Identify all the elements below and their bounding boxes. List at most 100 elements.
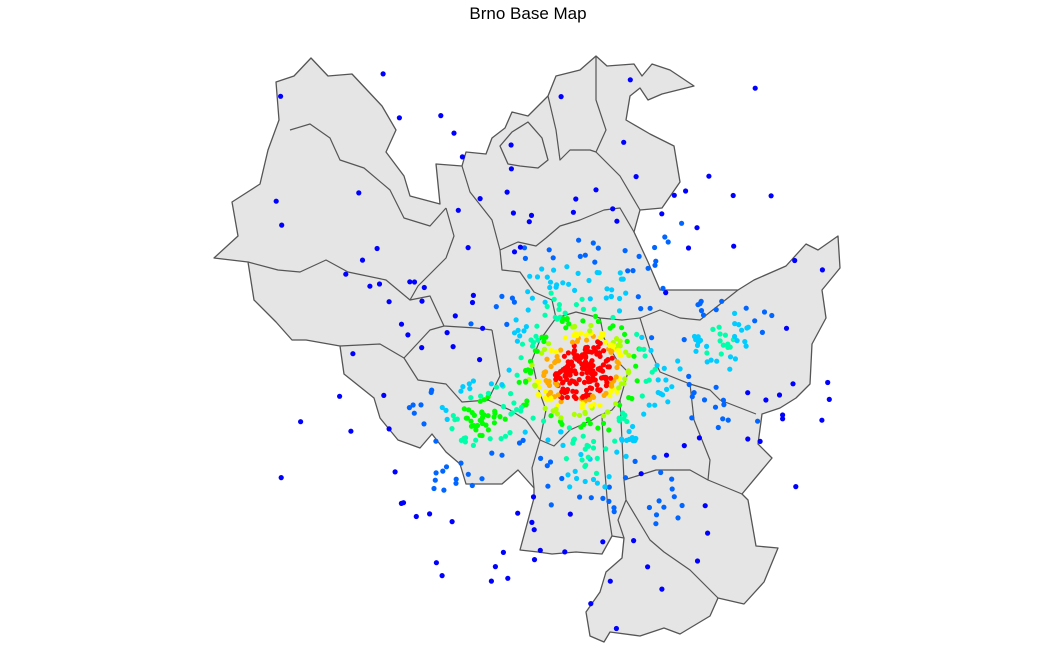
data-point bbox=[529, 343, 536, 349]
data-point bbox=[686, 373, 692, 379]
data-point bbox=[348, 428, 354, 434]
data-point bbox=[698, 308, 705, 314]
data-point bbox=[367, 283, 373, 289]
data-point bbox=[600, 495, 606, 501]
data-point bbox=[555, 370, 562, 377]
data-point bbox=[587, 421, 593, 427]
data-point bbox=[542, 395, 548, 401]
data-point bbox=[742, 339, 748, 345]
data-point bbox=[594, 382, 600, 388]
data-point bbox=[551, 267, 557, 273]
data-point bbox=[669, 384, 675, 390]
data-point bbox=[471, 412, 477, 418]
data-point bbox=[553, 284, 559, 290]
data-point bbox=[509, 295, 515, 301]
data-point bbox=[392, 469, 398, 475]
data-point bbox=[516, 440, 523, 446]
data-point bbox=[685, 245, 692, 251]
data-point bbox=[613, 374, 619, 380]
data-point bbox=[562, 373, 568, 379]
data-point bbox=[624, 418, 630, 425]
data-point bbox=[612, 438, 618, 444]
data-point bbox=[527, 273, 533, 279]
data-point bbox=[376, 281, 383, 287]
data-point bbox=[572, 287, 578, 293]
data-point bbox=[618, 353, 624, 359]
data-point bbox=[511, 249, 518, 255]
data-point bbox=[466, 381, 472, 387]
data-point bbox=[521, 245, 528, 251]
data-point bbox=[606, 474, 612, 480]
data-point bbox=[665, 399, 671, 405]
data-point bbox=[531, 557, 538, 563]
data-point bbox=[579, 296, 585, 302]
data-point bbox=[556, 302, 563, 308]
data-point bbox=[595, 245, 601, 251]
data-point bbox=[468, 418, 474, 424]
data-point bbox=[622, 331, 628, 337]
data-point bbox=[526, 219, 532, 225]
data-point bbox=[732, 333, 738, 340]
data-point bbox=[757, 438, 763, 444]
data-point bbox=[752, 85, 758, 91]
data-point bbox=[615, 347, 621, 353]
data-point bbox=[343, 271, 349, 277]
data-point bbox=[560, 380, 566, 386]
data-point bbox=[548, 290, 554, 296]
data-point bbox=[523, 379, 529, 385]
data-point bbox=[652, 244, 658, 251]
data-point bbox=[576, 377, 582, 383]
data-point bbox=[590, 368, 596, 374]
data-point bbox=[583, 332, 590, 338]
data-point bbox=[681, 337, 687, 343]
data-point bbox=[444, 416, 450, 422]
data-point bbox=[732, 310, 738, 316]
data-point bbox=[546, 247, 552, 253]
data-point bbox=[695, 302, 701, 308]
data-point bbox=[536, 384, 543, 391]
data-point bbox=[720, 416, 726, 422]
data-point bbox=[515, 510, 521, 516]
data-point bbox=[529, 519, 535, 526]
data-point bbox=[537, 547, 543, 554]
data-point bbox=[532, 383, 538, 389]
data-point bbox=[653, 512, 660, 518]
data-point bbox=[731, 243, 737, 249]
data-point bbox=[532, 348, 539, 354]
data-point bbox=[630, 423, 636, 430]
data-point bbox=[473, 427, 479, 433]
data-point bbox=[576, 237, 582, 243]
data-point bbox=[492, 408, 498, 414]
data-point bbox=[659, 586, 665, 592]
data-point bbox=[600, 368, 606, 374]
data-point bbox=[444, 330, 450, 336]
data-point bbox=[635, 294, 641, 300]
data-point bbox=[481, 412, 487, 418]
data-point bbox=[441, 487, 447, 493]
data-point bbox=[583, 355, 589, 361]
data-point bbox=[660, 392, 666, 398]
data-point bbox=[744, 325, 750, 331]
data-point bbox=[488, 381, 494, 387]
data-point bbox=[732, 356, 739, 362]
data-point bbox=[671, 494, 677, 500]
data-point bbox=[510, 210, 516, 216]
data-point bbox=[589, 385, 595, 391]
data-point bbox=[530, 415, 536, 421]
data-point bbox=[698, 298, 704, 304]
data-point bbox=[743, 305, 749, 311]
data-point bbox=[567, 484, 573, 490]
map-title: Brno Base Map bbox=[469, 4, 587, 23]
data-point bbox=[421, 284, 427, 291]
data-point bbox=[279, 222, 285, 228]
data-point bbox=[419, 298, 425, 304]
data-point bbox=[555, 392, 561, 398]
data-point bbox=[783, 325, 790, 331]
data-point bbox=[638, 306, 644, 312]
data-point bbox=[489, 450, 495, 456]
data-point bbox=[664, 386, 670, 392]
data-point bbox=[716, 324, 722, 330]
data-point bbox=[597, 334, 604, 341]
data-point bbox=[497, 414, 503, 420]
